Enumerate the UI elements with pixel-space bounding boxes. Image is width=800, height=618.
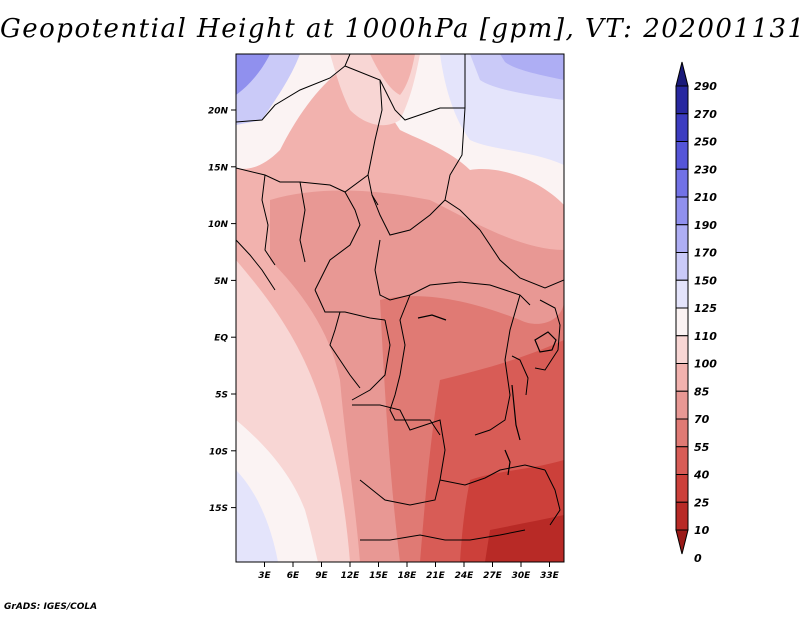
colorbar-label: 70 bbox=[694, 413, 710, 426]
colorbar-label: 85 bbox=[694, 385, 710, 398]
colorbar-segment bbox=[675, 335, 689, 364]
colorbar-label: 170 bbox=[694, 247, 717, 260]
lat-label: EQ bbox=[214, 334, 228, 344]
colorbar-label: 230 bbox=[694, 163, 717, 176]
colorbar-segment bbox=[675, 279, 689, 309]
colorbar-arrow-bottom bbox=[675, 529, 689, 555]
lon-label: 21E bbox=[426, 571, 446, 581]
colorbar-label: 125 bbox=[694, 302, 717, 315]
colorbar-label: 25 bbox=[694, 496, 710, 509]
lat-label: 20N bbox=[208, 107, 229, 117]
colorbar-label: 55 bbox=[694, 441, 710, 454]
colorbar-segment bbox=[675, 446, 689, 475]
colorbar-segment bbox=[675, 224, 689, 253]
colorbar-label: 290 bbox=[694, 80, 717, 93]
colorbar-label: 190 bbox=[694, 219, 717, 232]
lon-label: 27E bbox=[483, 571, 503, 581]
colorbar-segment bbox=[675, 418, 689, 448]
colorbar-segment bbox=[675, 474, 689, 503]
colorbar-label: 110 bbox=[694, 330, 717, 343]
lat-label: 10S bbox=[209, 447, 228, 457]
colorbar-label: 10 bbox=[694, 524, 710, 537]
lon-label: 3E bbox=[258, 571, 271, 581]
lon-label: 15E bbox=[369, 571, 389, 581]
lon-label: 18E bbox=[398, 571, 418, 581]
colorbar-label: 270 bbox=[694, 108, 717, 121]
lon-label: 9E bbox=[315, 571, 328, 581]
colorbar-segment bbox=[675, 113, 689, 142]
plot-title: Geopotential Height at 1000hPa [gpm], VT… bbox=[0, 14, 800, 44]
lon-label: 24E bbox=[455, 571, 475, 581]
latitude-axis: 20N 15N 10N 5N EQ 5S 10S 15S bbox=[208, 107, 236, 514]
lon-label: 30E bbox=[512, 571, 532, 581]
colorbar-segment bbox=[675, 390, 689, 420]
colorbar-segment bbox=[675, 141, 689, 170]
lat-label: 5N bbox=[214, 277, 228, 287]
lat-label: 10N bbox=[208, 220, 229, 230]
lon-label: 6E bbox=[287, 571, 300, 581]
lat-label: 15N bbox=[208, 163, 229, 173]
colorbar-label: 250 bbox=[694, 136, 717, 149]
colorbar-label: 210 bbox=[694, 191, 717, 204]
longitude-axis: 3E 6E 9E 12E 15E 18E 21E 24E 27E 30E 33E bbox=[258, 562, 560, 581]
colorbar-label: 40 bbox=[693, 469, 710, 482]
colorbar: 2902702502302101901701501251101008570554… bbox=[675, 61, 717, 565]
map-frame bbox=[235, 53, 565, 563]
colorbar-label: 0 bbox=[694, 552, 702, 565]
lon-label: 12E bbox=[341, 571, 361, 581]
lon-label: 33E bbox=[540, 571, 560, 581]
lat-label: 5S bbox=[215, 391, 228, 401]
colorbar-segment bbox=[675, 501, 689, 531]
lakes bbox=[417, 314, 557, 476]
colorbar-segment bbox=[675, 168, 689, 198]
lat-label: 15S bbox=[209, 504, 228, 514]
colorbar-label: 150 bbox=[694, 274, 717, 287]
height-field bbox=[236, 54, 564, 562]
colorbar-segment bbox=[675, 85, 689, 115]
colorbar-segment bbox=[675, 196, 689, 226]
colorbar-segment bbox=[675, 307, 689, 337]
country-borders bbox=[236, 54, 564, 541]
colorbar-segment bbox=[675, 363, 689, 392]
colorbar-label: 100 bbox=[694, 358, 717, 371]
footer-credit: GrADS: IGES/COLA bbox=[4, 602, 98, 612]
colorbar-segment bbox=[675, 252, 689, 281]
colorbar-arrow-top bbox=[675, 61, 689, 87]
